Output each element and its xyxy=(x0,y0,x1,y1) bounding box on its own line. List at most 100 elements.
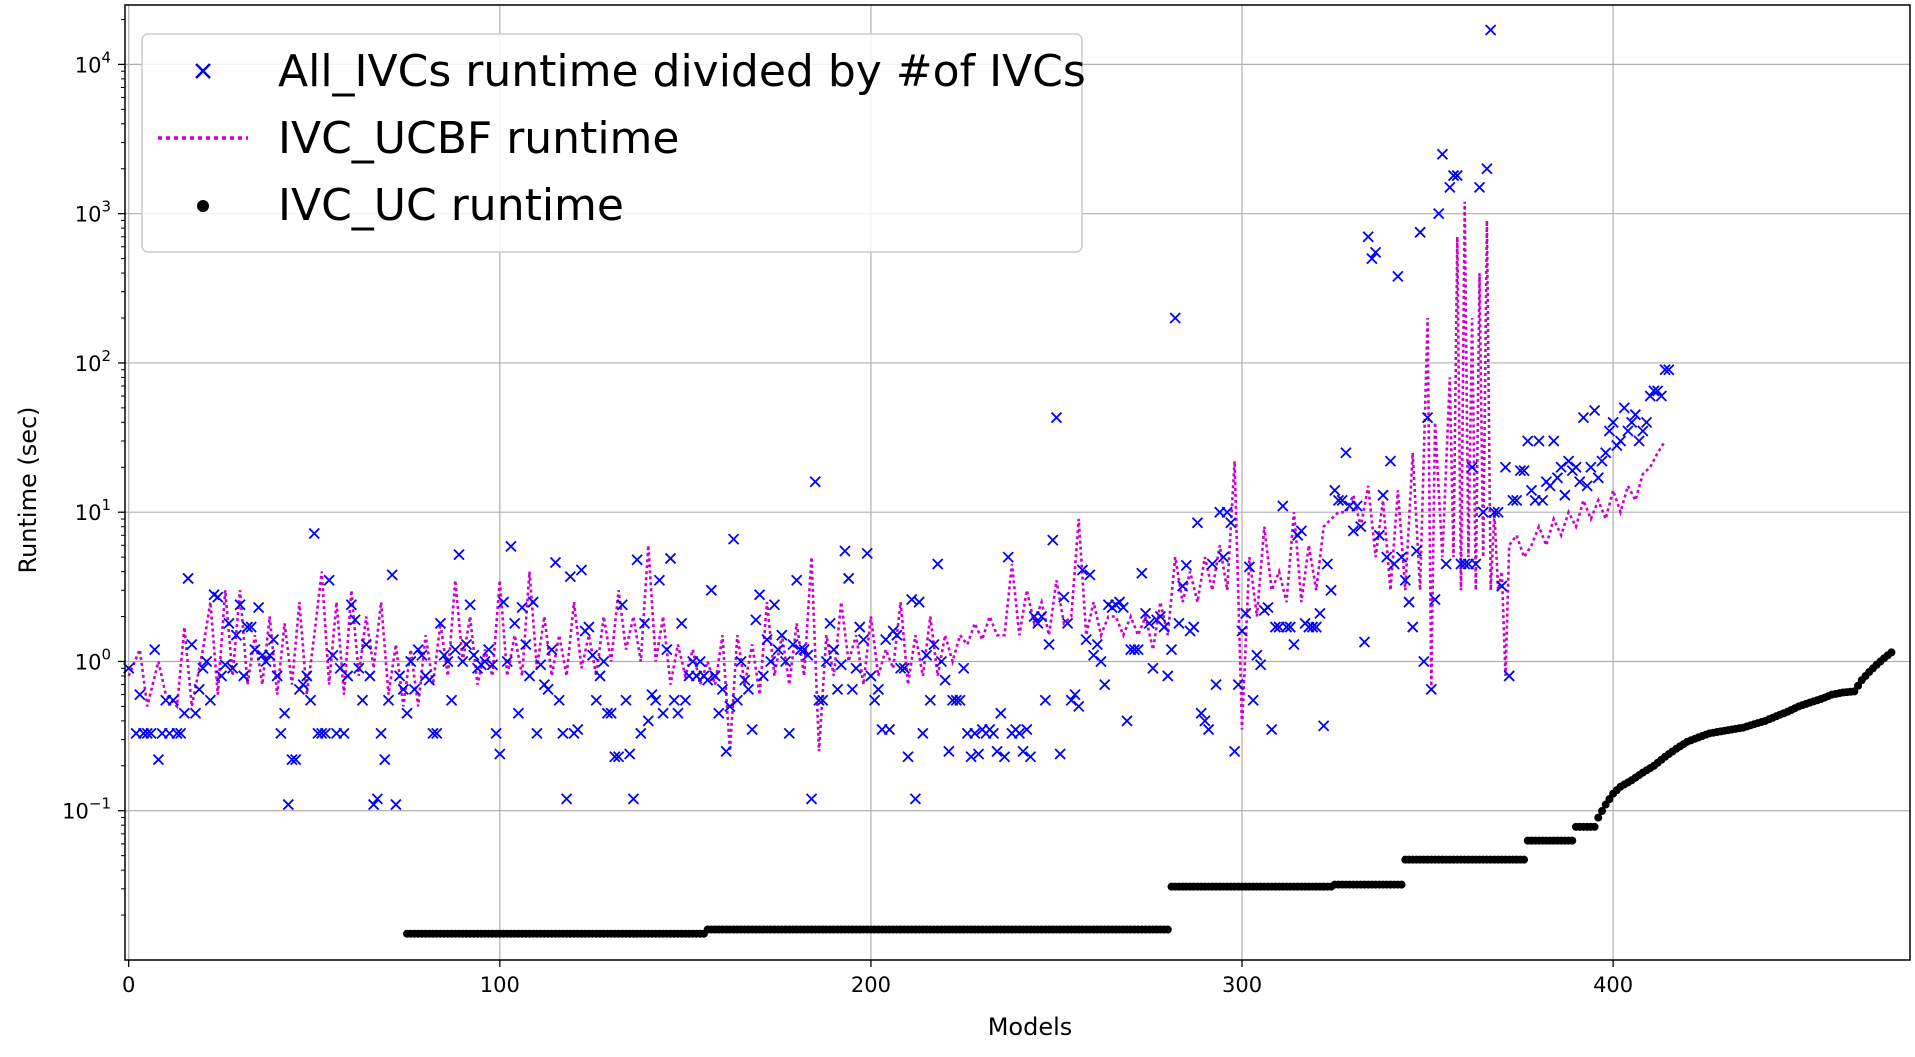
all-ivcs-point xyxy=(1180,559,1192,572)
legend-entry-ucbf: IVC_UCBF runtime xyxy=(158,113,679,164)
all-ivcs-point xyxy=(1358,636,1371,648)
all-ivcs-point xyxy=(1514,464,1526,477)
all-ivcs-point xyxy=(1058,591,1070,603)
all-ivcs-point xyxy=(917,727,929,739)
all-ivcs-point xyxy=(560,793,573,805)
y-tick-label-5: 104 xyxy=(75,48,111,77)
all-ivcs-point xyxy=(464,599,476,611)
all-ivcs-point xyxy=(542,683,554,696)
all-ivcs-point xyxy=(612,751,625,763)
all-ivcs-point xyxy=(1139,607,1152,620)
all-ivcs-point xyxy=(1355,521,1367,533)
all-ivcs-point xyxy=(1340,447,1352,459)
all-ivcs-point xyxy=(445,694,458,706)
all-ivcs-point xyxy=(1440,558,1452,570)
y-tick-label-3: 102 xyxy=(75,347,111,376)
all-ivcs-point xyxy=(201,655,213,668)
all-ivcs-point xyxy=(705,584,717,596)
all-ivcs-point xyxy=(1158,621,1170,633)
all-ivcs-point xyxy=(371,793,383,805)
all-ivcs-point xyxy=(204,694,216,706)
all-ivcs-point xyxy=(713,707,725,719)
all-ivcs-point xyxy=(193,683,205,696)
all-ivcs-point xyxy=(627,793,640,805)
all-ivcs-point xyxy=(1577,412,1590,424)
all-ivcs-point xyxy=(765,655,777,668)
legend-box xyxy=(141,33,1083,253)
all-ivcs-point xyxy=(817,694,829,706)
all-ivcs-point xyxy=(1091,638,1103,651)
legend-label-all-ivcs: All_IVCs runtime divided by #of IVCs xyxy=(278,46,1086,97)
all-ivcs-point xyxy=(327,649,339,661)
all-ivcs-point xyxy=(943,745,955,757)
all-ivcs-point xyxy=(1325,584,1337,596)
ivc-uc-point xyxy=(1397,880,1406,889)
all-ivcs-point xyxy=(906,593,918,606)
all-ivcs-point xyxy=(1243,561,1256,573)
all-ivcs-point xyxy=(1232,678,1244,691)
all-ivcs-point xyxy=(1444,181,1456,194)
y-tick-label-0: 10−1 xyxy=(62,795,111,824)
all-ivcs-point xyxy=(412,644,424,656)
all-ivcs-point xyxy=(501,655,513,668)
all-ivcs-point xyxy=(672,707,684,719)
all-ivcs-point xyxy=(226,662,239,674)
all-ivcs-point xyxy=(1522,435,1534,447)
all-ivcs-point xyxy=(1574,476,1586,488)
all-ivcs-point xyxy=(1043,638,1055,651)
all-ivcs-point xyxy=(1395,551,1408,563)
all-ivcs-point xyxy=(1210,678,1222,691)
all-ivcs-point xyxy=(1384,455,1397,467)
ivc-uc-point xyxy=(1594,813,1603,822)
all-ivcs-point xyxy=(212,591,224,603)
all-ivcs-point xyxy=(189,707,202,719)
all-ivcs-point xyxy=(234,599,246,611)
all-ivcs-point xyxy=(1147,662,1159,674)
all-ivcs-point xyxy=(783,727,795,739)
all-ivcs-point xyxy=(653,574,666,586)
all-ivcs-point xyxy=(1306,621,1319,633)
all-ivcs-point xyxy=(631,554,643,566)
all-ivcs-point xyxy=(1188,621,1200,633)
all-ivcs-point xyxy=(1525,484,1538,497)
all-ivcs-point xyxy=(297,678,309,691)
all-ivcs-point xyxy=(1247,694,1259,706)
all-ivcs-point xyxy=(958,662,970,674)
all-ivcs-point xyxy=(457,655,469,668)
all-ivcs-point xyxy=(1377,489,1389,501)
all-ivcs-point xyxy=(1143,617,1155,629)
all-ivcs-point xyxy=(1592,472,1604,484)
all-ivcs-point xyxy=(772,644,784,656)
all-ivcs-point xyxy=(368,798,380,811)
all-ivcs-point xyxy=(275,727,287,739)
all-ivcs-point xyxy=(564,571,576,583)
all-ivcs-point xyxy=(742,683,755,696)
all-ivcs-point xyxy=(219,659,231,671)
all-ivcs-point xyxy=(360,638,372,651)
all-ivcs-point xyxy=(572,723,584,736)
all-ivcs-point xyxy=(972,748,985,760)
all-ivcs-point xyxy=(1496,580,1508,592)
all-ivcs-point xyxy=(197,662,209,674)
all-ivcs-point xyxy=(145,727,157,739)
all-ivcs-point xyxy=(483,644,495,656)
x-tick-label-2: 200 xyxy=(851,973,891,997)
all-ivcs-point xyxy=(991,745,1003,757)
all-ivcs-point xyxy=(1269,621,1282,633)
all-ivcs-point xyxy=(1280,621,1293,633)
all-ivcs-point xyxy=(1362,231,1374,243)
all-ivcs-point xyxy=(1399,574,1411,586)
all-ivcs-point xyxy=(646,688,658,701)
all-ivcs-point xyxy=(1588,404,1601,417)
all-ivcs-point xyxy=(995,707,1007,719)
all-ivcs-point xyxy=(776,629,788,641)
all-ivcs-point xyxy=(846,683,858,696)
all-ivcs-point xyxy=(1266,723,1278,736)
all-ivcs-point xyxy=(449,644,461,656)
all-ivcs-point xyxy=(898,662,910,674)
all-ivcs-point xyxy=(1221,506,1233,518)
all-ivcs-point xyxy=(178,707,191,719)
y-tick-label-2: 101 xyxy=(75,496,111,525)
all-ivcs-point xyxy=(1254,659,1267,671)
all-ivcs-point xyxy=(642,715,654,727)
